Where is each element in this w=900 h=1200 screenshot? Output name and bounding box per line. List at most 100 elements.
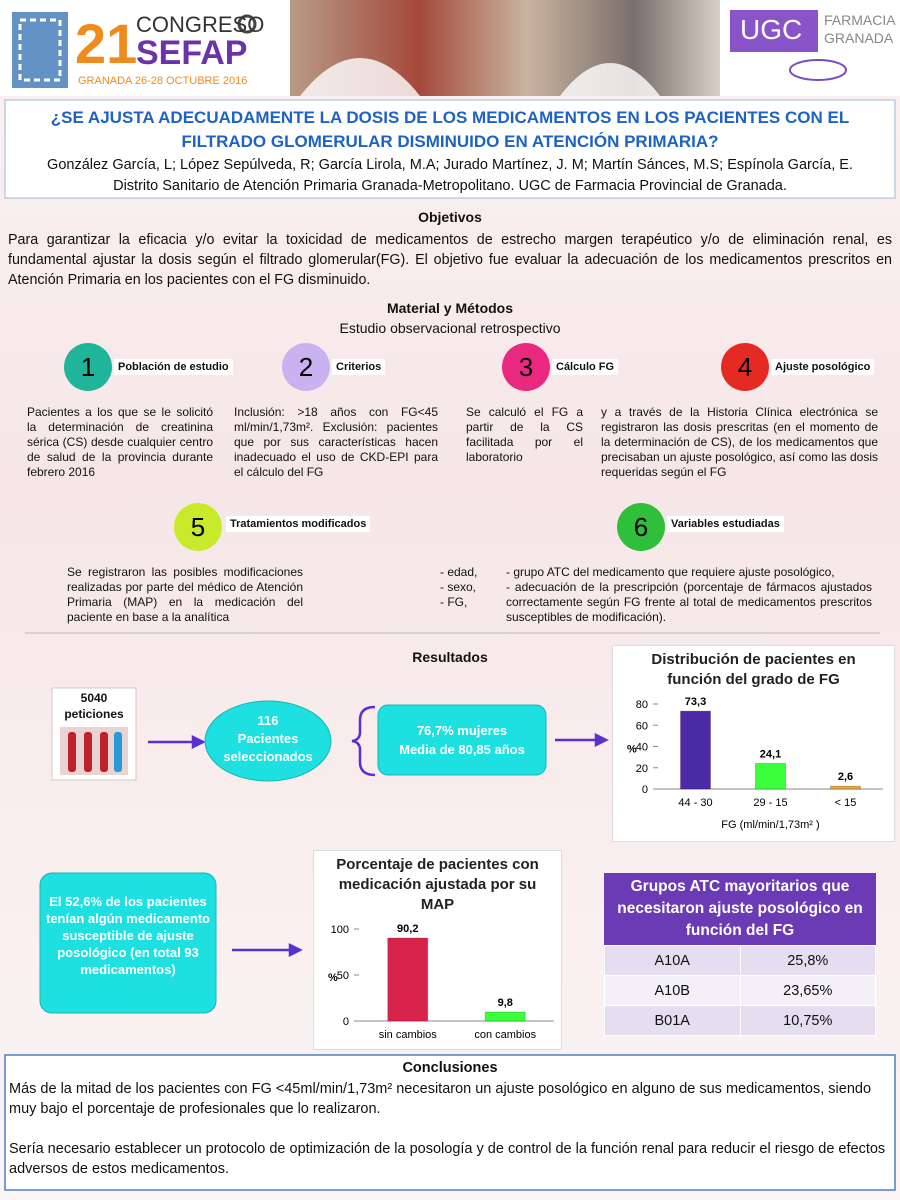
conclusion-paragraph: Más de la mitad de los pacientes con FG … bbox=[9, 1081, 872, 1117]
step-number: 4 bbox=[738, 352, 752, 382]
congress-name: SEFAP bbox=[136, 34, 248, 72]
demographic-line: Media de 80,85 años bbox=[399, 742, 525, 757]
variable-detail: - adecuación de la prescripción (porcent… bbox=[506, 580, 872, 624]
poster-title: ¿SE AJUSTA ADECUADAMENTE LA DOSIS DE LOS… bbox=[50, 108, 850, 151]
patients-label: Pacientes seleccionados bbox=[223, 731, 313, 764]
bar bbox=[680, 710, 711, 790]
y-tick-label: 40 bbox=[636, 742, 648, 754]
table-cell: 23,65% bbox=[739, 975, 876, 1006]
step-text: y a través de la Historia Clínica electr… bbox=[601, 405, 878, 479]
variable-list: - edad, - sexo, - FG, bbox=[440, 565, 500, 610]
arrows bbox=[148, 732, 609, 958]
value-label: 73,3 bbox=[685, 696, 706, 708]
step-circle bbox=[64, 343, 112, 391]
demographics-box bbox=[377, 704, 547, 776]
step-number: 3 bbox=[519, 352, 533, 382]
demographics: 76,7% mujeres Media de 80,85 años bbox=[378, 721, 546, 759]
section-heading: Conclusiones bbox=[402, 1060, 498, 1076]
step-label: Ajuste posológico bbox=[771, 359, 875, 375]
y-tick-label: 100 bbox=[331, 924, 349, 936]
step-label: Población de estudio bbox=[114, 359, 233, 375]
step-label: Tratamientos modificados bbox=[226, 516, 371, 532]
x-axis-label: FG (ml/min/1,73m² ) bbox=[721, 819, 819, 831]
section-subtitle: Estudio observacional retrospectivo bbox=[339, 320, 561, 336]
ugc-label: UGC bbox=[740, 14, 803, 45]
mosaic-pattern bbox=[18, 18, 62, 82]
congress-word: CONGRESO bbox=[136, 12, 265, 37]
step-label: Variables estudiadas bbox=[667, 516, 784, 532]
farmacia-logo bbox=[789, 59, 847, 81]
chart: 0 20 40 60 80% FG (ml/min/1,73m² ) 73,3 44 - 30… bbox=[627, 696, 883, 831]
chart-panel: 0 20 40 60 80% FG (ml/min/1,73m² ) 73,3 44 - 30… bbox=[612, 645, 895, 842]
variable-item: - edad, bbox=[440, 565, 478, 579]
x-tick-label: 44 - 30 bbox=[678, 797, 712, 809]
y-axis-label: % bbox=[627, 744, 637, 756]
farmacia-label: FARMACIA bbox=[824, 12, 896, 28]
table-row: B01A 10,75% bbox=[604, 1005, 876, 1036]
x-tick-label: 29 - 15 bbox=[753, 797, 787, 809]
bar bbox=[387, 937, 429, 1022]
y-axis-label: % bbox=[328, 972, 338, 984]
patients-count: 116 bbox=[257, 713, 279, 728]
x-tick-label: < 15 bbox=[835, 797, 857, 809]
note-box bbox=[39, 872, 217, 1014]
objectives-text: Para garantizar la eficacia y/o evitar l… bbox=[8, 232, 892, 288]
requests-count: 5040 bbox=[80, 691, 108, 705]
requests-label: peticiones bbox=[64, 707, 124, 721]
variable-item: - sexo, bbox=[440, 580, 477, 594]
step-circle bbox=[282, 343, 330, 391]
y-tick-label: 0 bbox=[343, 1016, 349, 1028]
step-circle bbox=[174, 503, 222, 551]
bar bbox=[830, 785, 861, 790]
table-cell: A10B bbox=[604, 975, 741, 1006]
variable-details: - grupo ATC del medicamento que requiere… bbox=[506, 565, 872, 625]
section-heading: Objetivos bbox=[418, 209, 482, 225]
y-tick-label: 80 bbox=[636, 699, 648, 711]
step-number: 5 bbox=[191, 512, 205, 542]
step-text: Se calculó el FG a partir de la CS facil… bbox=[466, 405, 583, 464]
x-tick-label: sin cambios bbox=[379, 1029, 438, 1041]
table-cell: 25,8% bbox=[739, 945, 876, 976]
value-label: 9,8 bbox=[498, 997, 513, 1009]
y-tick-label: 60 bbox=[636, 720, 648, 732]
step-label: Cálculo FG bbox=[552, 359, 619, 375]
tube bbox=[84, 732, 92, 772]
chart: 0 50 100% 90,2 sin cambios 9,8 con cambios bbox=[328, 923, 554, 1041]
conclusions-text: Más de la mitad de los pacientes con FG … bbox=[9, 1079, 893, 1179]
brace bbox=[351, 705, 376, 777]
affiliation: Distrito Sanitario de Atención Primaria … bbox=[113, 178, 787, 194]
table-cell: 10,75% bbox=[739, 1005, 876, 1036]
y-tick-label: 20 bbox=[636, 763, 648, 775]
header-photo-shape bbox=[560, 63, 660, 96]
step-circle bbox=[721, 343, 769, 391]
table-cell: A10A bbox=[604, 945, 741, 976]
step-number: 1 bbox=[81, 352, 95, 382]
chart-title: Porcentaje de pacientes con medicación a… bbox=[336, 856, 539, 913]
tube bbox=[68, 732, 76, 772]
table-cell: B01A bbox=[604, 1005, 741, 1036]
y-tick-label: 0 bbox=[642, 784, 648, 796]
section-heading: Material y Métodos bbox=[386, 300, 514, 316]
conclusion-paragraph: Sería necesario establecer un protocolo … bbox=[9, 1141, 886, 1177]
bar bbox=[484, 1011, 526, 1022]
variable-detail: - grupo ATC del medicamento que requiere… bbox=[506, 565, 835, 579]
chart-panel: 0 50 100% 90,2 sin cambios 9,8 con cambios Porc… bbox=[313, 850, 562, 1050]
patients-ellipse bbox=[204, 700, 332, 782]
tube bbox=[100, 732, 108, 772]
congress-place: GRANADA 26-28 OCTUBRE 2016 bbox=[78, 75, 248, 87]
value-label: 24,1 bbox=[760, 748, 781, 760]
step-text: Inclusión: >18 años con FG<45 ml/min/1,7… bbox=[234, 405, 438, 479]
step-text: Se registraron las posibles modificacion… bbox=[67, 565, 303, 624]
y-tick-label: 50 bbox=[337, 970, 349, 982]
congress-emblem bbox=[237, 14, 257, 34]
step-circle bbox=[617, 503, 665, 551]
demographic-line: 76,7% mujeres bbox=[416, 723, 508, 738]
note: El 52,6% de los pacientes tenían algún m… bbox=[46, 894, 210, 977]
section-heading: Resultados bbox=[412, 649, 488, 665]
step-label: Criterios bbox=[332, 359, 386, 375]
step-circle bbox=[502, 343, 550, 391]
value-label: 2,6 bbox=[838, 771, 853, 783]
table-row: A10A 25,8% bbox=[604, 945, 876, 976]
